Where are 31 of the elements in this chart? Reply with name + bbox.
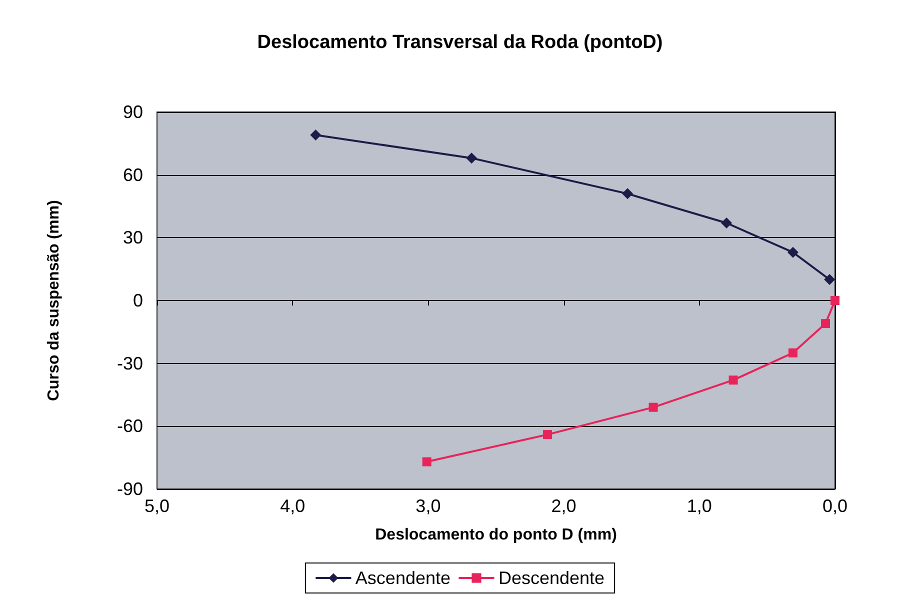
- point: [824, 274, 836, 286]
- y-tick-label: 30: [122, 228, 143, 248]
- y-axis-title: Curso da suspensão (mm): [46, 200, 62, 401]
- point: [787, 246, 798, 258]
- x-axis-title: Deslocamento do ponto D (mm): [375, 526, 617, 544]
- y-tick-label: 0: [132, 290, 143, 310]
- x-tick-label: 4,0: [280, 496, 306, 516]
- point: [830, 296, 840, 305]
- point: [466, 152, 478, 164]
- legend-label: Descendente: [498, 568, 605, 588]
- y-tick-label: -30: [116, 353, 143, 374]
- x-tick-label: 3,0: [416, 496, 441, 516]
- point: [310, 130, 322, 141]
- y-tick-label: -90: [116, 479, 143, 499]
- x-tick-label: 2,0: [551, 496, 576, 516]
- point: [788, 348, 798, 358]
- x-tick-label: 0,0: [822, 496, 848, 516]
- point: [422, 457, 432, 466]
- x-tick-label: 1,0: [686, 496, 712, 516]
- legend-label: Ascendente: [355, 568, 451, 588]
- point: [622, 188, 634, 200]
- point: [728, 376, 738, 385]
- point: [721, 218, 732, 229]
- y-tick-label: 90: [122, 102, 143, 122]
- point: [648, 402, 658, 412]
- y-tick-label: -60: [116, 416, 143, 436]
- y-tick-label: 60: [122, 164, 143, 185]
- chart-title: Deslocamento Transversal da Roda (pontoD): [257, 32, 663, 53]
- point: [543, 430, 552, 440]
- point: [821, 319, 830, 328]
- x-tick-label: 5,0: [144, 496, 170, 516]
